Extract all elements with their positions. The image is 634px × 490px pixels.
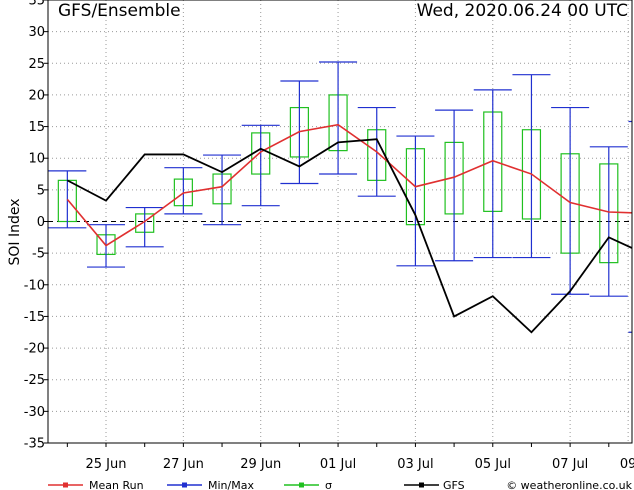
y-tick-label: -30	[24, 405, 45, 420]
y-tick-label: 35	[28, 0, 45, 9]
x-axis-ticks: 25 Jun 27 Jun 29 Jun 01 Jul 03 Jul 05 Jul 07 J…	[67, 443, 634, 472]
legend: Mean Run Min/Max σ GFS © weatheronline.c…	[48, 479, 633, 490]
x-tick-label: 25 Jun	[86, 457, 127, 472]
y-tick-label: -10	[24, 278, 45, 293]
x-tick-label: 27 Jun	[163, 457, 204, 472]
minmax-bars	[48, 62, 634, 332]
y-tick-label: 15	[28, 120, 45, 135]
legend-mean-run: Mean Run	[48, 479, 144, 490]
y-tick-label: 5	[37, 183, 45, 198]
x-tick-label: 01 Jul	[320, 457, 356, 472]
legend-label-min-max: Min/Max	[208, 479, 254, 490]
x-tick-label: 07 Jul	[552, 457, 588, 472]
chart-datetime: Wed, 2020.06.24 00 UTC	[417, 1, 628, 21]
legend-label-mean-run: Mean Run	[89, 479, 144, 490]
x-tick-label: 09	[620, 457, 634, 472]
x-tick-label: 29 Jun	[240, 457, 281, 472]
gfs-line	[67, 139, 634, 332]
legend-min-max: Min/Max	[167, 479, 254, 490]
y-axis-label: SOI Index	[7, 198, 23, 265]
legend-gfs: GFS	[404, 479, 465, 490]
credit-text: © weatheronline.co.uk	[506, 479, 632, 490]
legend-sigma: σ	[284, 479, 332, 490]
chart-title: GFS/Ensemble	[58, 1, 181, 21]
legend-label-gfs: GFS	[443, 479, 465, 490]
mean-run-line	[67, 125, 634, 246]
y-tick-label: -20	[24, 342, 45, 357]
y-tick-label: -15	[24, 310, 45, 325]
y-tick-label: 0	[37, 215, 45, 230]
y-tick-label: -25	[24, 373, 45, 388]
y-axis-ticks: 35 30 25 20 15 10 5 0 -5 -10 -15 -20 -25 -30 -35	[24, 0, 48, 452]
y-tick-label: 20	[28, 88, 45, 103]
y-tick-label: 25	[28, 57, 45, 72]
legend-label-sigma: σ	[325, 479, 332, 490]
y-tick-label: 30	[28, 25, 45, 40]
x-tick-label: 03 Jul	[397, 457, 433, 472]
y-tick-label: -35	[24, 437, 45, 452]
y-tick-label: 10	[28, 152, 45, 167]
x-tick-label: 05 Jul	[475, 457, 511, 472]
y-tick-label: -5	[32, 247, 45, 262]
